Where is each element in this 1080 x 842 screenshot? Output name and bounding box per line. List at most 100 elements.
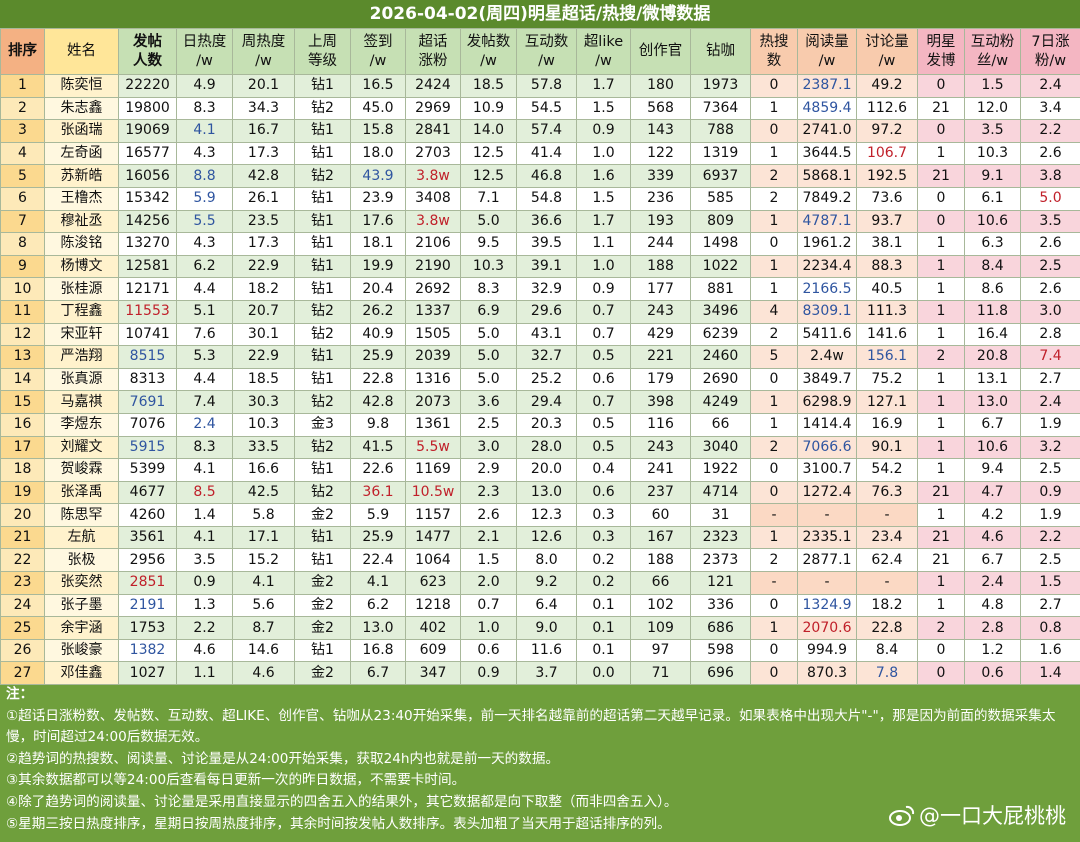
table-cell: 788 xyxy=(690,119,751,143)
column-header: 钻咖 xyxy=(690,28,751,75)
table-cell: 金2 xyxy=(294,616,351,640)
table-cell: 3496 xyxy=(690,299,751,324)
table-cell: 339 xyxy=(630,164,691,188)
note-item: ⑤星期三按日热度排序，星期日按周热度排序，其余时间按发帖人数排序。表头加粗了当天… xyxy=(6,815,671,832)
table-cell: 3561 xyxy=(118,525,177,550)
table-cell: 16 xyxy=(0,412,45,437)
table-cell: 1 xyxy=(750,254,798,279)
table-cell: 1.9 xyxy=(1020,412,1080,437)
table-cell: 1973 xyxy=(690,74,751,98)
table-cell: 1.4 xyxy=(1020,661,1080,686)
table-cell: 2692 xyxy=(405,277,461,301)
table-cell: 13.0 xyxy=(516,480,577,505)
table-cell: 1477 xyxy=(405,525,461,550)
table-cell: 1218 xyxy=(405,593,461,618)
table-cell: 39.1 xyxy=(516,254,577,279)
table-cell: 26.2 xyxy=(350,299,406,324)
table-cell: 1.2 xyxy=(964,638,1021,663)
table-cell: 12 xyxy=(0,322,45,347)
table-cell: 18.1 xyxy=(350,232,406,256)
table-cell: 90.1 xyxy=(856,435,918,460)
table-cell: 0.7 xyxy=(576,390,631,414)
table-cell: 1 xyxy=(917,277,965,301)
table-cell: - xyxy=(750,571,798,595)
table-cell: 88.3 xyxy=(856,254,918,279)
table-cell: 4.1 xyxy=(350,571,406,595)
table-cell: 22.8 xyxy=(856,616,918,640)
table-cell: 10.6 xyxy=(964,209,1021,234)
table-cell: 0.9 xyxy=(576,277,631,301)
table-cell: 0 xyxy=(750,367,798,392)
table-row: 24 张子墨 2191 1.3 5.6 金2 6.2 1218 0.7 6.4 0.1 102 336 0… xyxy=(0,593,1080,618)
table-cell: 4714 xyxy=(690,480,751,505)
table-cell: 236 xyxy=(630,186,691,211)
table-cell: 49.2 xyxy=(856,74,918,98)
table-cell: 1 xyxy=(750,525,798,550)
table-cell: 2.8 xyxy=(1020,322,1080,347)
table-cell: 王橹杰 xyxy=(44,186,119,211)
table-cell: 5.3 xyxy=(176,345,233,369)
notes-label: 注： xyxy=(6,686,34,702)
table-cell: 3.5 xyxy=(964,119,1021,143)
table-cell: 3.5 xyxy=(1020,209,1080,234)
table-cell: 张奕然 xyxy=(44,571,119,595)
table-cell: 4.6 xyxy=(964,525,1021,550)
table-cell: 93.7 xyxy=(856,209,918,234)
table-cell: 2690 xyxy=(690,367,751,392)
table-cell: 张泽禹 xyxy=(44,480,119,505)
column-header: 互动粉 丝/w xyxy=(964,28,1021,75)
table-cell: 2424 xyxy=(405,74,461,98)
table-cell: 188 xyxy=(630,254,691,279)
table-cell: 0 xyxy=(917,638,965,663)
table-cell: 1157 xyxy=(405,503,461,527)
table-cell: 10.5w xyxy=(405,480,461,505)
table-cell: 13270 xyxy=(118,232,177,256)
table-cell: 17 xyxy=(0,435,45,460)
table-cell: 244 xyxy=(630,232,691,256)
table-cell: 2.2 xyxy=(1020,119,1080,143)
table-cell: 22.8 xyxy=(350,367,406,392)
table-cell: 朱志鑫 xyxy=(44,96,119,121)
table-cell: 57.8 xyxy=(516,74,577,98)
table-cell: 11.8 xyxy=(964,299,1021,324)
table-cell: 0.1 xyxy=(576,593,631,618)
table-cell: 1169 xyxy=(405,458,461,482)
table-cell: 0.5 xyxy=(576,345,631,369)
table-cell: 金3 xyxy=(294,412,351,437)
table-cell: 4.1 xyxy=(232,571,295,595)
table-cell: 26.1 xyxy=(232,186,295,211)
table-cell: 4.3 xyxy=(176,141,233,166)
table-cell: 8.4 xyxy=(964,254,1021,279)
table-cell: 1.4 xyxy=(176,503,233,527)
table-cell: 2.5 xyxy=(1020,548,1080,573)
table-cell: 7691 xyxy=(118,390,177,414)
column-header: 超like /w xyxy=(576,28,631,75)
table-cell: 0.1 xyxy=(576,638,631,663)
table-cell: 7.4 xyxy=(176,390,233,414)
table-cell: 10.9 xyxy=(460,96,517,121)
table-cell: 2.0 xyxy=(460,571,517,595)
table-cell: 143 xyxy=(630,119,691,143)
table-cell: 6.7 xyxy=(964,548,1021,573)
column-header: 签到 /w xyxy=(350,28,406,75)
table-cell: 17.1 xyxy=(232,525,295,550)
table-cell: 钻1 xyxy=(294,277,351,301)
table-cell: 31 xyxy=(690,503,751,527)
table-cell: 102 xyxy=(630,593,691,618)
table-cell: 2.6 xyxy=(1020,277,1080,301)
table-cell: 9.2 xyxy=(516,571,577,595)
table-cell: - xyxy=(856,571,918,595)
table-cell: 25.2 xyxy=(516,367,577,392)
table-cell: 10 xyxy=(0,277,45,301)
table-cell: 10.3 xyxy=(232,412,295,437)
table-row: 4 左奇函 16577 4.3 17.3 钻1 18.0 2703 12.5 41.4 1.0 122… xyxy=(0,141,1080,166)
table-cell: 杨博文 xyxy=(44,254,119,279)
table-cell: 6.2 xyxy=(176,254,233,279)
table-cell: 568 xyxy=(630,96,691,121)
column-header: 周热度 /w xyxy=(232,28,295,75)
table-cell: 4.2 xyxy=(964,503,1021,527)
table-cell: 54.2 xyxy=(856,458,918,482)
table-cell: 钻2 xyxy=(294,435,351,460)
table-row: 11 丁程鑫 11553 5.1 20.7 钻2 26.2 1337 6.9 29.6 0.7 243… xyxy=(0,299,1080,324)
table-cell: 4.9 xyxy=(176,74,233,98)
